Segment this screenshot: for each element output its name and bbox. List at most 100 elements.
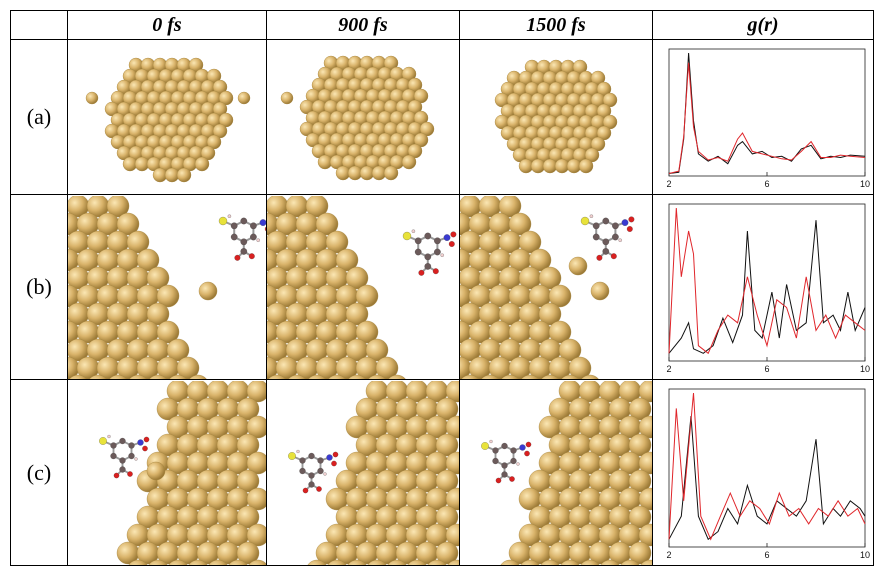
sulfur-atom (402, 231, 412, 240)
gold-atom (590, 136, 606, 151)
series-line (668, 392, 866, 541)
gold-atom (602, 92, 618, 107)
gold-atom (508, 212, 532, 235)
carbon-atom (308, 452, 315, 459)
gold-atom (208, 559, 228, 565)
gold-atom (419, 121, 435, 136)
gold-atom (580, 559, 600, 565)
sulfur-atom (580, 216, 590, 225)
gold-atom (308, 374, 326, 379)
adatom (590, 281, 610, 300)
oxygen-atom (524, 450, 530, 456)
oxygen-atom (418, 269, 425, 276)
gold-atom (638, 487, 652, 510)
nitrogen-atom (137, 438, 144, 446)
header-gr: g(r) (652, 10, 874, 40)
carbon-atom (250, 233, 257, 240)
gold-atom (327, 559, 347, 565)
gold-atom (548, 320, 572, 343)
gold-atom (116, 212, 140, 235)
gold-atom (383, 165, 399, 180)
gold-atom (109, 374, 127, 379)
gold-atom (126, 230, 150, 253)
gold-atom (638, 523, 652, 546)
gold-atom (596, 125, 612, 140)
gold-atom (367, 559, 387, 565)
gold-atom (638, 451, 652, 474)
gr-plot-a: 2 6 10 (666, 48, 870, 189)
gold-atom (501, 374, 519, 379)
gold-atom (128, 559, 148, 565)
gr-plot-c: 2 6 10 (666, 388, 870, 560)
carbon-atom (230, 233, 238, 240)
gold-atom (106, 195, 130, 217)
gold-atom (212, 123, 228, 138)
oxygen-atom (332, 451, 339, 457)
surface-c-900 (288, 380, 459, 565)
carbon-atom (592, 233, 600, 240)
x-tick-label: 10 (860, 364, 870, 374)
gold-atom (228, 559, 248, 565)
gold-atom (365, 338, 389, 361)
gold-atom (146, 302, 170, 325)
gold-atom (520, 559, 540, 565)
gold-atom (584, 147, 600, 162)
gold-atom (445, 451, 459, 474)
series-line (668, 415, 866, 540)
hydrogen-atom (107, 434, 111, 438)
x-tick-label: 10 (860, 179, 870, 189)
oxygen-atom (248, 252, 255, 259)
gold-atom (169, 374, 187, 379)
header-row: 0 fs 900 fs 1500 fs g(r) (10, 10, 874, 40)
gold-atom (600, 559, 620, 565)
gold-atom (407, 77, 423, 92)
gr-plot-b: 2 6 10 (666, 203, 870, 374)
header-blank (10, 10, 68, 40)
oxygen-atom (628, 215, 635, 222)
gold-atom (407, 559, 427, 565)
carbon-atom (602, 247, 610, 255)
oxygen-atom (143, 436, 150, 442)
gold-atom (581, 374, 599, 379)
carbon-atom (510, 446, 517, 454)
carbon-atom (308, 480, 315, 488)
oxygen-atom (509, 475, 515, 482)
image-c-900fs (266, 379, 460, 566)
gold-atom (401, 154, 417, 169)
surface-b-900 (267, 195, 457, 379)
hydrogen-atom (589, 213, 594, 218)
carbon-atom (492, 446, 499, 454)
image-b-1500fs (459, 194, 653, 380)
gold-atom (194, 156, 210, 171)
molecule (99, 434, 150, 478)
gold-atom (148, 559, 168, 565)
surface-c-0 (99, 380, 266, 565)
sulfur-atom (218, 216, 228, 225)
gold-atom (345, 266, 369, 289)
gold-atom (640, 559, 652, 565)
row-label-b: (b) (10, 194, 68, 380)
molecule (580, 213, 635, 261)
oxygen-atom (316, 485, 322, 492)
gold-atom (200, 145, 216, 160)
x-tick-label: 6 (764, 179, 769, 189)
row-c: (c) 2 6 10 (10, 379, 874, 566)
gold-atom (413, 88, 429, 103)
series-line (668, 219, 866, 354)
gold-atom (212, 79, 228, 94)
gold-atom (628, 541, 652, 564)
oxygen-atom (264, 226, 266, 231)
gold-atom (69, 374, 87, 379)
gold-atom (129, 374, 147, 379)
gold-atom (388, 374, 406, 379)
hydrogen-atom (256, 237, 260, 242)
gold-atom (578, 158, 594, 173)
gold-atom (498, 195, 522, 217)
gold-atom (246, 415, 266, 438)
carbon-atom (110, 452, 117, 459)
gold-atom (540, 559, 560, 565)
header-0fs: 0 fs (67, 10, 267, 40)
hydrogen-atom (516, 461, 520, 466)
gold-atom (168, 559, 188, 565)
gold-atom (166, 338, 190, 361)
